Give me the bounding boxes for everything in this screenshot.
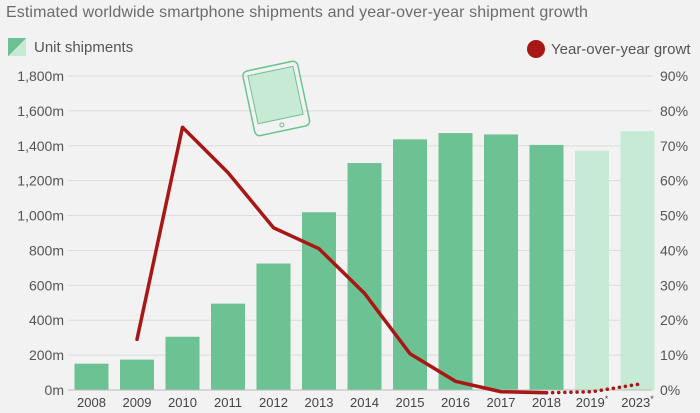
bar-2013 (302, 212, 336, 390)
left-axis: 0m 200m 400m 600m 800m 1,000m 1,200m 1,400m 1,60… (17, 68, 64, 398)
left-axis-tick-label: 0m (45, 382, 64, 398)
x-tick-label: 2009 (123, 395, 152, 410)
x-tick-label: 2010 (168, 395, 197, 410)
right-axis-tick-label: 70% (660, 138, 688, 154)
x-axis: 2008 2009 2010 2011 2012 2013 2014 2015 2016 2017… (77, 394, 654, 410)
bar-2011 (211, 303, 245, 390)
bar-2017 (484, 134, 518, 390)
right-axis-tick-label: 60% (660, 173, 688, 189)
x-tick-label: 2023* (621, 394, 654, 410)
x-tick-label: 2012 (259, 395, 288, 410)
bar-2015 (393, 139, 427, 390)
left-axis-tick-label: 1,800m (17, 68, 64, 84)
left-axis-tick-label: 1,200m (17, 173, 64, 189)
legend-swatch-line (527, 40, 545, 58)
x-tick-label: 2018 (532, 395, 561, 410)
right-axis-tick-label: 50% (660, 208, 688, 224)
x-tick-label: 2015 (396, 395, 425, 410)
x-tick-label: 2014 (350, 395, 379, 410)
x-tick-label: 2008 (77, 395, 106, 410)
bar-2008 (74, 363, 109, 390)
right-axis-tick-label: 80% (660, 103, 688, 119)
chart-subtitle: Estimated worldwide smartphone shipments… (6, 4, 588, 21)
growth-line-actual (135, 125, 549, 395)
right-axis: 0% 10% 20% 30% 40% 50% 60% 70% 80% 90% (660, 68, 688, 398)
bar-2018 (529, 144, 564, 390)
x-tick-label: 2011 (214, 395, 242, 410)
right-axis-tick-label: 40% (660, 242, 688, 258)
right-axis-tick-label: 90% (660, 68, 688, 84)
line-series (135, 125, 640, 395)
legend-unit-shipments: Unit shipments (8, 38, 133, 56)
x-tick-label: 2016 (441, 395, 470, 410)
legend-label-growth: Year-over-year growt (551, 40, 691, 58)
right-axis-tick-label: 0% (660, 382, 680, 398)
bar-2016 (438, 133, 473, 390)
smartphone-icon (242, 60, 311, 137)
left-axis-tick-label: 1,600m (17, 103, 64, 119)
left-axis-tick-label: 1,400m (17, 138, 64, 154)
bar-2012 (256, 263, 291, 390)
legend-swatch-bars (8, 38, 26, 56)
bar-2019-forecast (575, 150, 609, 390)
bar-2009 (120, 359, 154, 390)
x-tick-label: 2017 (487, 395, 516, 410)
left-axis-tick-label: 600m (29, 277, 64, 293)
right-axis-tick-label: 20% (660, 312, 688, 328)
left-axis-tick-label: 1,000m (17, 208, 64, 224)
left-axis-tick-label: 200m (29, 347, 64, 363)
legend-label-shipments: Unit shipments (34, 38, 134, 56)
bar-2014 (347, 163, 382, 390)
left-axis-tick-label: 800m (29, 242, 64, 258)
left-axis-tick-label: 400m (29, 312, 64, 328)
bar-2023-forecast (620, 131, 655, 390)
legend-yoy-growth: Year-over-year growt (527, 40, 691, 58)
x-tick-label: 2013 (305, 395, 334, 410)
bar-series (68, 131, 655, 391)
x-tick-label: 2019* (576, 394, 609, 410)
right-axis-tick-label: 30% (660, 277, 688, 293)
bar-2010 (165, 336, 200, 390)
right-axis-tick-label: 10% (660, 347, 688, 363)
